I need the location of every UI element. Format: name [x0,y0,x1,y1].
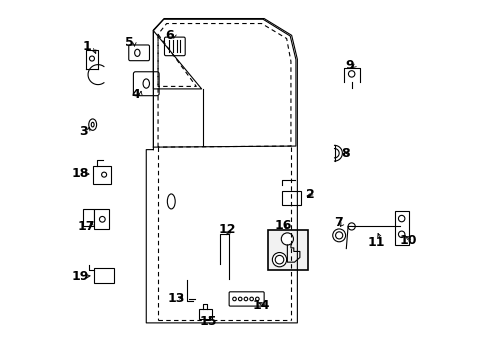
Text: 6: 6 [165,29,173,42]
FancyBboxPatch shape [229,292,264,306]
FancyBboxPatch shape [133,72,159,96]
Ellipse shape [143,79,149,88]
FancyBboxPatch shape [93,166,111,184]
Circle shape [398,215,404,222]
Ellipse shape [167,194,175,209]
Ellipse shape [134,49,140,57]
Text: 18: 18 [71,167,89,180]
Ellipse shape [91,122,94,127]
Circle shape [102,172,106,177]
Circle shape [347,223,354,230]
Circle shape [332,229,345,242]
Text: 1: 1 [83,40,92,53]
Circle shape [398,231,404,238]
Text: 7: 7 [333,216,342,229]
FancyBboxPatch shape [164,37,185,56]
Text: 19: 19 [71,270,89,283]
Text: 4: 4 [131,88,140,101]
Circle shape [238,297,242,301]
Text: 11: 11 [367,236,385,249]
Circle shape [335,232,342,239]
Text: 9: 9 [345,59,353,72]
Circle shape [275,255,283,264]
Text: 14: 14 [252,299,270,312]
Text: 17: 17 [78,220,95,233]
FancyBboxPatch shape [198,309,211,319]
Text: 10: 10 [399,234,416,247]
Text: 3: 3 [79,125,87,138]
Circle shape [232,297,236,301]
FancyBboxPatch shape [94,208,108,229]
Ellipse shape [88,119,97,130]
FancyBboxPatch shape [282,192,300,205]
Circle shape [249,297,253,301]
Text: 15: 15 [200,315,217,328]
Text: 2: 2 [305,188,314,201]
FancyBboxPatch shape [394,211,408,245]
FancyBboxPatch shape [83,208,94,226]
Circle shape [348,71,354,77]
Text: 12: 12 [219,223,236,236]
Text: 5: 5 [125,36,134,49]
Circle shape [281,233,293,245]
Text: 8: 8 [340,147,349,160]
Circle shape [244,297,247,301]
Circle shape [99,216,105,222]
Text: 13: 13 [167,292,185,305]
FancyBboxPatch shape [267,230,307,270]
Circle shape [272,252,286,267]
FancyBboxPatch shape [128,45,149,61]
Circle shape [255,297,259,301]
FancyBboxPatch shape [94,267,114,283]
Text: 16: 16 [274,219,291,232]
Circle shape [89,56,94,61]
